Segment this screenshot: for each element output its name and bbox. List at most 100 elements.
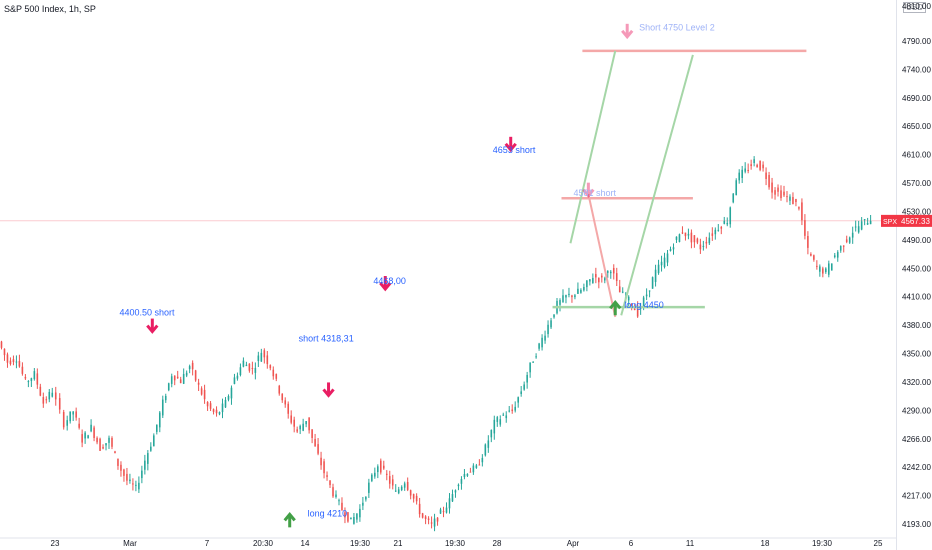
candle-body	[341, 502, 343, 511]
candle-body	[314, 438, 316, 447]
candle-body	[0, 341, 3, 348]
candle-body	[242, 360, 245, 367]
candle-body	[669, 248, 672, 251]
candle-body	[451, 494, 454, 502]
candle-body	[771, 182, 773, 193]
candle-body	[421, 513, 424, 518]
y-tick-label: 4410.00	[902, 293, 931, 302]
candle-body	[720, 227, 723, 229]
candle-body	[842, 245, 845, 247]
candle-body	[332, 487, 334, 497]
candle-body	[135, 484, 137, 486]
candle-body	[335, 494, 337, 498]
candle-body	[517, 397, 519, 403]
candle-body	[382, 465, 385, 469]
candle-body	[191, 362, 194, 370]
candle-body	[756, 164, 758, 168]
candle-body	[801, 202, 803, 221]
candle-body	[430, 522, 433, 524]
candle-body	[538, 343, 540, 349]
candle-body	[439, 509, 442, 514]
arrow-down-icon	[504, 136, 517, 153]
candle-body	[798, 207, 800, 209]
candle-body	[848, 237, 851, 243]
candle-body	[445, 507, 448, 513]
candle-body	[350, 517, 352, 520]
candle-body	[454, 490, 457, 493]
candle-body	[111, 437, 113, 447]
candle-body	[580, 289, 582, 293]
candle-body	[33, 371, 36, 380]
candle-body	[768, 175, 770, 188]
candle-body	[21, 366, 24, 374]
candle-body	[825, 268, 827, 273]
candle-body	[436, 517, 439, 522]
x-tick-label: 14	[301, 539, 310, 548]
annotation-label: Short 4750 Level 2	[639, 22, 715, 32]
candle-body	[224, 399, 227, 408]
candle-body	[577, 288, 579, 294]
candle-body	[511, 409, 514, 412]
price-scale[interactable]	[896, 0, 932, 550]
candle-body	[621, 291, 624, 293]
candle-body	[197, 382, 200, 385]
annotation-label: 4653 short	[493, 145, 536, 155]
current-price-badge	[898, 214, 932, 227]
candle-body	[263, 350, 266, 358]
candle-body	[66, 420, 68, 426]
candle-body	[854, 226, 857, 228]
arrow-head	[582, 188, 595, 199]
candle-body	[173, 375, 176, 381]
candle-body	[792, 197, 794, 205]
candle-body	[400, 486, 403, 491]
current-symbol-label: SPX	[883, 219, 897, 226]
candle-body	[762, 164, 764, 169]
candle-body	[368, 482, 370, 493]
candle-body	[78, 423, 80, 428]
x-tick-label: 19:30	[812, 539, 833, 548]
candle-body	[18, 360, 21, 367]
candle-body	[565, 295, 567, 298]
annotation-label: long 4450	[624, 300, 664, 310]
y-tick-label: 4810.00	[902, 2, 931, 11]
candle-body	[544, 335, 546, 341]
candle-body	[254, 367, 257, 373]
annotation-label: 4400.50 short	[119, 307, 175, 317]
candle-body	[287, 403, 290, 414]
candle-body	[153, 435, 155, 447]
candle-body	[618, 286, 621, 293]
candle-body	[329, 480, 331, 486]
annotation-label: 4468,00	[373, 276, 406, 286]
arrow-head	[283, 512, 296, 522]
candle-body	[666, 253, 669, 263]
candle-body	[738, 172, 740, 181]
x-tick-label: 25	[874, 539, 883, 548]
y-tick-label: 4290.00	[902, 406, 931, 415]
candle-body	[747, 169, 749, 171]
candle-body	[705, 241, 708, 244]
y-tick-label: 4350.00	[902, 350, 931, 359]
candle-body	[550, 320, 552, 328]
annotation-label: long 4210	[308, 509, 348, 519]
candle-body	[807, 235, 809, 248]
candle-body	[170, 376, 173, 384]
candle-body	[138, 482, 140, 490]
currency-badge[interactable]: USD	[903, 2, 926, 13]
candle-body	[481, 457, 484, 463]
arrow-up-icon	[283, 512, 296, 528]
candle-body	[836, 252, 839, 258]
current-symbol-badge	[881, 214, 898, 227]
candle-body	[129, 479, 131, 482]
candle-body	[645, 294, 648, 297]
candle-body	[212, 409, 215, 412]
candle-body	[839, 246, 842, 251]
candle-body	[227, 395, 230, 400]
candle-body	[684, 232, 687, 237]
candle-body	[215, 409, 218, 414]
candle-body	[3, 348, 6, 356]
candle-body	[741, 169, 743, 179]
candle-body	[424, 516, 427, 519]
candle-body	[553, 314, 555, 318]
